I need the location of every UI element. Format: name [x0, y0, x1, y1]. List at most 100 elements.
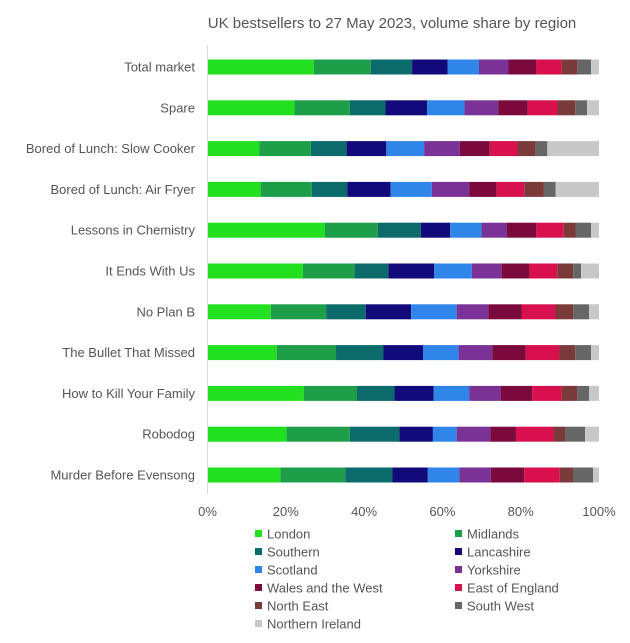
bar-segment	[459, 467, 491, 483]
bar-segment	[575, 100, 588, 116]
bar-segment	[394, 385, 434, 401]
legend-swatch	[255, 530, 262, 537]
bar-segment	[207, 59, 314, 75]
bar-segment	[561, 385, 578, 401]
x-tick-label: 100%	[582, 504, 616, 519]
bar-segment	[529, 263, 558, 279]
bar-segment	[464, 100, 499, 116]
bar-segment	[547, 141, 599, 157]
bar-segment	[310, 141, 347, 157]
bar-segment	[324, 222, 378, 238]
bar-segment	[458, 345, 493, 361]
bar-segment	[535, 141, 548, 157]
bar-segment	[555, 181, 599, 197]
bar-segment	[392, 467, 428, 483]
legend-swatch	[455, 548, 462, 555]
bar-segment	[433, 385, 470, 401]
bar-segment	[577, 59, 592, 75]
bar-segment	[302, 263, 355, 279]
bar-segment	[207, 304, 271, 320]
chart-title: UK bestsellers to 27 May 2023, volume sh…	[208, 15, 577, 32]
bar-segment	[573, 263, 582, 279]
x-tick-label: 80%	[508, 504, 534, 519]
category-label: Bored of Lunch: Slow Cooker	[26, 141, 196, 156]
bar-segment	[385, 100, 427, 116]
bar-segment	[557, 100, 576, 116]
bar-segment	[311, 181, 348, 197]
legend-label: South West	[467, 599, 534, 614]
bar-segment	[589, 385, 599, 401]
bar-area	[207, 59, 599, 483]
bar-segment	[294, 100, 350, 116]
bar-segment	[270, 304, 327, 320]
category-label: Spare	[160, 100, 195, 115]
bar-segment	[423, 345, 459, 361]
bar-segment	[346, 141, 387, 157]
bar-segment	[481, 222, 507, 238]
bar-segment	[565, 426, 586, 442]
bar-segment	[260, 181, 312, 197]
legend-label: Lancashire	[467, 545, 531, 560]
bar-segment	[591, 59, 599, 75]
bar-segment	[207, 467, 281, 483]
bar-segment	[555, 304, 574, 320]
category-label: Robodog	[142, 427, 195, 442]
bar-segment	[573, 304, 590, 320]
legend-swatch	[255, 602, 262, 609]
bar-segment	[426, 100, 465, 116]
bar-segment	[336, 345, 384, 361]
bar-segment	[313, 59, 371, 75]
bar-segment	[349, 426, 400, 442]
legend-label: London	[267, 527, 310, 542]
bar-segment	[412, 59, 448, 75]
bar-segment	[524, 181, 544, 197]
bar-segment	[354, 263, 389, 279]
bar-segment	[349, 100, 386, 116]
bar-segment	[585, 426, 599, 442]
bar-segment	[490, 426, 516, 442]
x-tick-label: 60%	[429, 504, 455, 519]
category-label: It Ends With Us	[105, 264, 195, 279]
bar-segment	[377, 222, 421, 238]
bar-segment	[492, 345, 526, 361]
legend-swatch	[455, 530, 462, 537]
bar-segment	[500, 385, 533, 401]
bar-segment	[357, 385, 395, 401]
bar-segment	[420, 222, 451, 238]
bar-segment	[450, 222, 482, 238]
bar-segment	[432, 426, 457, 442]
bar-segment	[427, 467, 460, 483]
bar-segment	[501, 263, 530, 279]
bar-segment	[591, 222, 599, 238]
legend-swatch	[455, 566, 462, 573]
bar-segment	[490, 467, 525, 483]
category-label: Murder Before Evensong	[50, 468, 195, 483]
bar-segment	[496, 181, 525, 197]
bar-segment	[471, 263, 502, 279]
bar-segment	[591, 345, 599, 361]
bar-segment	[259, 141, 311, 157]
bar-segment	[587, 100, 599, 116]
bar-segment	[488, 304, 522, 320]
bar-segment	[207, 385, 304, 401]
category-label: Lessons in Chemistry	[71, 223, 196, 238]
bar-segment	[517, 141, 536, 157]
bar-segment	[456, 304, 489, 320]
category-label: How to Kill Your Family	[62, 386, 195, 401]
bar-segment	[577, 385, 590, 401]
bar-segment	[524, 467, 560, 483]
bar-segment	[478, 59, 509, 75]
legend-swatch	[255, 584, 262, 591]
bar-segment	[563, 222, 576, 238]
bar-segment	[553, 426, 566, 442]
bar-segment	[365, 304, 412, 320]
bar-segment	[589, 304, 599, 320]
bar-segment	[573, 467, 594, 483]
bar-segment	[536, 59, 562, 75]
legend-swatch	[255, 548, 262, 555]
bar-segment	[399, 426, 433, 442]
bar-segment	[388, 263, 435, 279]
legend: London Midlands Southern Lancashire Scotland…	[255, 527, 559, 632]
x-tick-label: 40%	[351, 504, 377, 519]
bar-segment	[383, 345, 424, 361]
